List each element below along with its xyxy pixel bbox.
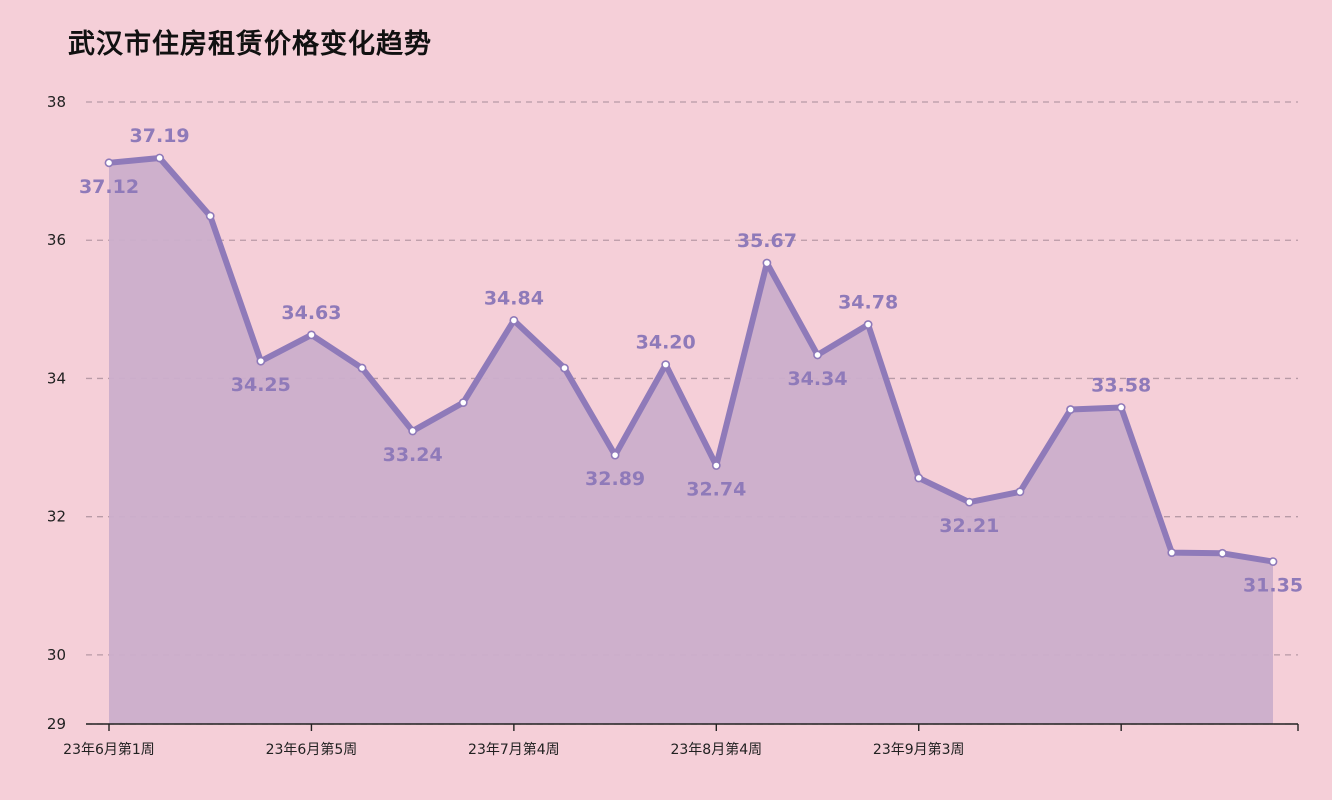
data-point bbox=[813, 350, 822, 360]
data-point bbox=[661, 360, 671, 370]
y-tick-label: 30 bbox=[47, 646, 66, 664]
y-tick-label: 34 bbox=[47, 369, 66, 387]
data-point bbox=[711, 461, 721, 470]
y-tick-label: 32 bbox=[47, 508, 66, 526]
data-point bbox=[458, 398, 468, 408]
data-label: 37.12 bbox=[79, 176, 139, 198]
data-label: 31.35 bbox=[1243, 575, 1303, 597]
x-tick-label: 23年8月第4周 bbox=[670, 741, 762, 758]
data-label: 35.67 bbox=[737, 230, 797, 252]
data-point bbox=[762, 258, 772, 268]
series-line bbox=[106, 154, 1276, 565]
data-label: 32.21 bbox=[939, 515, 999, 537]
data-point bbox=[357, 363, 367, 373]
data-point bbox=[1268, 557, 1278, 566]
area-fill bbox=[109, 157, 1273, 725]
data-label: 32.89 bbox=[585, 468, 645, 490]
data-point bbox=[863, 320, 873, 329]
data-point bbox=[1217, 548, 1227, 558]
data-point bbox=[1116, 403, 1126, 412]
data-label: 32.74 bbox=[686, 479, 746, 501]
data-point bbox=[964, 497, 974, 507]
x-tick-label: 23年6月第1周 bbox=[63, 741, 155, 758]
data-label: 34.78 bbox=[838, 292, 898, 314]
data-point bbox=[914, 473, 924, 483]
y-tick-label: 29 bbox=[47, 715, 66, 733]
x-tick-label: 23年9月第3周 bbox=[873, 741, 965, 758]
y-tick-label: 38 bbox=[47, 93, 66, 111]
data-label: 34.84 bbox=[484, 287, 544, 309]
data-point bbox=[104, 158, 114, 168]
data-point bbox=[256, 356, 266, 366]
data-point bbox=[1167, 548, 1177, 558]
data-point bbox=[307, 330, 316, 340]
x-tick-label: 23年6月第5周 bbox=[266, 741, 358, 758]
data-point bbox=[1066, 405, 1075, 414]
data-label: 33.58 bbox=[1091, 374, 1151, 396]
data-label: 34.25 bbox=[231, 374, 291, 396]
data-point bbox=[610, 450, 620, 460]
chart-title: 武汉市住房租赁价格变化趋势 bbox=[68, 29, 432, 60]
data-point bbox=[408, 426, 418, 436]
data-point bbox=[205, 211, 215, 221]
data-point bbox=[155, 153, 165, 163]
data-label: 33.24 bbox=[383, 444, 443, 466]
data-point bbox=[560, 363, 569, 373]
data-label: 34.20 bbox=[636, 332, 696, 354]
data-label: 34.63 bbox=[281, 302, 341, 324]
data-label: 37.19 bbox=[130, 125, 190, 147]
x-tick-label: 23年7月第4周 bbox=[468, 741, 560, 758]
data-label: 34.34 bbox=[787, 368, 847, 390]
data-point bbox=[1015, 487, 1025, 497]
y-tick-label: 36 bbox=[47, 231, 66, 249]
data-point bbox=[509, 315, 519, 325]
